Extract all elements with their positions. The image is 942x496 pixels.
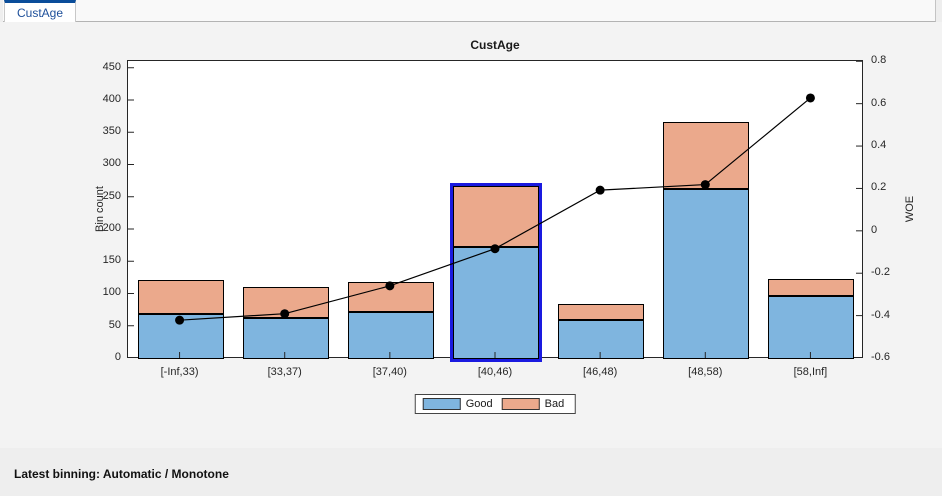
x-axis-tick-label: [48,58) <box>688 366 723 378</box>
tab-label: CustAge <box>16 5 64 20</box>
y-axis-tick-label-right: 0.4 <box>871 139 887 152</box>
good-bar-segment[interactable] <box>137 313 224 359</box>
bad-bar-segment[interactable] <box>137 279 224 314</box>
selected-bin-outline <box>450 183 542 362</box>
y-axis-tick-label-left: 150 <box>102 254 121 267</box>
binning-chart-figure: CustAge Bin count WOE Good Bad 0 50 100 150… <box>0 22 942 448</box>
good-bar-segment[interactable] <box>558 319 645 359</box>
good-bar-segment[interactable] <box>663 189 750 359</box>
good-bar-segment[interactable] <box>242 317 329 359</box>
y-axis-label-right: WOE <box>904 195 916 223</box>
x-axis-tick-label: [33,37) <box>267 366 302 378</box>
tab-strip: CustAge <box>3 0 936 22</box>
y-axis-tick-label-right: 0.6 <box>871 96 887 109</box>
tab-custage[interactable]: CustAge <box>4 0 76 22</box>
legend: Good Bad <box>414 394 576 414</box>
chart-title: CustAge <box>470 38 520 52</box>
y-axis-tick-label-right: 0.8 <box>871 54 887 67</box>
bad-bar-segment[interactable] <box>558 303 645 320</box>
good-color-swatch <box>422 398 461 410</box>
status-bar: Latest binning: Automatic / Monotone <box>0 448 942 496</box>
y-axis-tick-label-left: 450 <box>102 60 121 73</box>
legend-entry-bad: Bad <box>501 398 565 410</box>
x-axis-tick-label: [40,46) <box>477 366 513 378</box>
y-axis-tick-label-right: 0.2 <box>871 181 887 194</box>
bad-bar-segment[interactable] <box>663 121 750 190</box>
y-axis-tick-label-left: 50 <box>108 318 121 331</box>
good-bar-segment[interactable] <box>347 311 434 359</box>
bad-bar-segment[interactable] <box>242 287 329 318</box>
latest-binning-status: Latest binning: Automatic / Monotone <box>14 467 229 481</box>
document-tab-bar: CustAge <box>0 0 942 22</box>
y-axis-tick-label-left: 350 <box>102 125 121 138</box>
bad-bar-segment[interactable] <box>768 279 855 296</box>
bad-color-swatch <box>501 398 540 410</box>
y-axis-tick-label-right: -0.4 <box>871 308 890 321</box>
y-axis-tick-label-right: -0.6 <box>871 351 890 363</box>
good-bar-segment[interactable] <box>768 295 855 359</box>
x-axis-tick-label: [37,40) <box>372 366 407 378</box>
x-axis-tick-label: [46,48) <box>583 366 618 378</box>
plot-area <box>127 60 863 362</box>
y-axis-tick-label-left: 250 <box>102 189 121 202</box>
x-axis-tick-label: [-Inf,33) <box>160 366 199 378</box>
y-axis-tick-label-right: 0 <box>871 223 878 236</box>
y-axis-tick-label-left: 0 <box>114 351 121 363</box>
legend-entry-good: Good <box>422 398 493 410</box>
legend-label-bad: Bad <box>544 398 565 410</box>
y-axis-tick-label-left: 400 <box>102 92 121 105</box>
y-axis-tick-label-left: 200 <box>102 221 121 234</box>
x-axis-tick-label: [58,Inf] <box>793 366 828 378</box>
bad-bar-segment[interactable] <box>347 281 434 312</box>
y-axis-tick-label-left: 100 <box>102 286 121 299</box>
y-axis-tick-label-left: 300 <box>102 157 121 170</box>
legend-label-good: Good <box>465 398 493 410</box>
y-axis-tick-label-right: -0.2 <box>871 266 890 279</box>
